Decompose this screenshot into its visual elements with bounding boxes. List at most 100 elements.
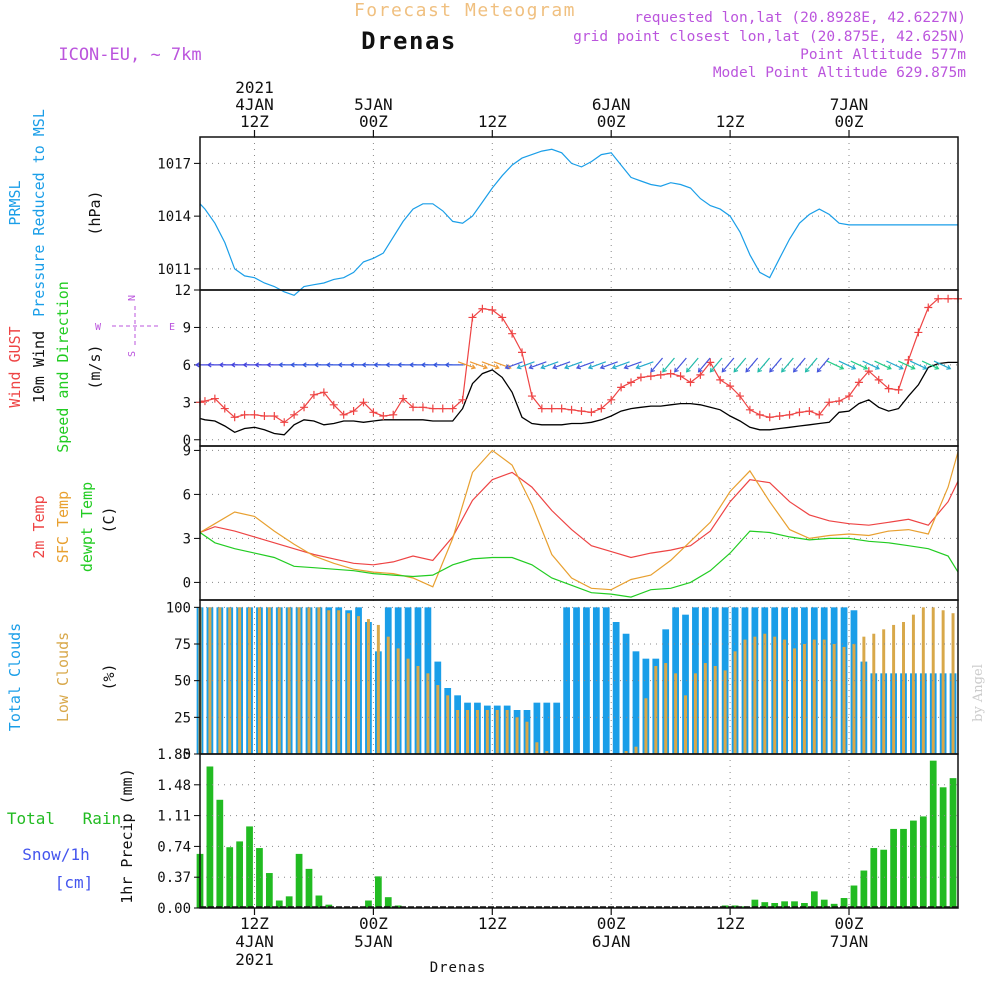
gust-marker [666, 369, 675, 378]
y-tick-label: 0 [183, 747, 191, 763]
compass-e: E [169, 322, 175, 333]
gust-marker [845, 392, 854, 401]
gust-marker [369, 408, 378, 417]
clouds-label-total: Total Clouds [6, 623, 24, 731]
wind-direction-arrow [757, 357, 771, 373]
rain-bar [394, 905, 402, 908]
wind-arrow-head [733, 367, 739, 373]
gust-marker [617, 383, 626, 392]
low-clouds-bar [802, 644, 806, 754]
gust-marker [448, 404, 457, 413]
wind-arrow-head [587, 364, 593, 370]
bottom-time-label: 12Z [716, 914, 745, 933]
top-time-label: 00Z [359, 112, 388, 131]
gust-marker [587, 408, 596, 417]
low-clouds-bar [654, 666, 658, 754]
wind-arrow-head [482, 364, 488, 370]
y-tick-label: 6 [183, 487, 191, 503]
low-clouds-bar [208, 607, 212, 754]
gust-marker [260, 412, 269, 421]
low-clouds-bar [664, 663, 668, 754]
rain-bar [236, 841, 244, 908]
compass-w: W [95, 322, 102, 333]
y-tick-label: 6 [183, 358, 191, 374]
y-tick-label: 9 [183, 320, 191, 336]
clouds-label-low: Low Clouds [54, 632, 72, 722]
wind-direction-arrow [838, 360, 856, 370]
gust-marker [726, 382, 735, 391]
rain-bar [860, 870, 868, 908]
gust-marker [775, 412, 784, 421]
gust-marker [230, 413, 239, 422]
wind-arrow-head [289, 362, 295, 368]
low-clouds-bar [634, 746, 638, 754]
wind-arrow-head [373, 362, 379, 368]
y-tick-label: 1.85 [157, 747, 191, 763]
rain-bar [900, 828, 907, 908]
gust-marker [656, 370, 665, 379]
gust-marker [835, 397, 844, 406]
low-clouds-bar [535, 742, 539, 754]
y-tick-label: 9 [183, 443, 191, 459]
gust-marker [874, 375, 883, 384]
gust-marker [319, 388, 328, 397]
gust-marker [537, 404, 546, 413]
y-tick-label: 25 [174, 710, 191, 726]
low-clouds-bar [911, 614, 915, 754]
y-tick-label: 50 [174, 674, 191, 690]
wind-arrow-head [575, 364, 582, 370]
wind-direction-arrow [733, 357, 747, 373]
gust-marker [864, 367, 873, 376]
wind-arrow-head [206, 362, 212, 368]
wind-direction-arrow [862, 360, 880, 370]
low-clouds-bar [426, 673, 430, 754]
rain-bar [285, 896, 293, 908]
y-tick-label: 0.37 [157, 870, 191, 886]
wind-direction-arrow [933, 360, 951, 370]
wind-arrow-head [254, 362, 260, 368]
bottom-time-label: 00Z [359, 914, 388, 933]
low-clouds-bar [624, 751, 628, 754]
wind-direction-arrow [624, 361, 642, 369]
low-clouds-bar [485, 710, 489, 754]
gust-marker [428, 404, 437, 413]
wind-label-speed-direction: Speed and Direction [54, 281, 72, 453]
station-title: Drenas [361, 27, 457, 55]
gust-marker [240, 410, 249, 419]
bottom-time-label: 00Z [835, 914, 864, 933]
wind-arrow-head [564, 364, 570, 370]
y-tick-label: 1.48 [157, 778, 191, 794]
wind-direction-arrow [745, 357, 759, 373]
low-clouds-bar [793, 648, 796, 754]
wind-arrow-head [444, 362, 450, 368]
wind-arrow-head [709, 367, 715, 373]
wind-direction-arrow [636, 361, 654, 369]
wind-arrow-head [528, 364, 534, 370]
y-tick-label: 100 [166, 600, 191, 616]
rain-bar [256, 848, 263, 908]
low-clouds-bar [753, 636, 757, 754]
low-clouds-bar [436, 685, 440, 754]
low-clouds-bar [406, 658, 410, 754]
wind-gust-line [199, 298, 958, 424]
gust-marker [716, 375, 725, 384]
compass-s: S [127, 351, 138, 357]
low-clouds-bar [931, 607, 935, 754]
gust-marker [607, 395, 616, 404]
gust-marker [518, 348, 527, 357]
gust-marker [280, 418, 289, 427]
wind-direction-arrow [898, 360, 915, 370]
low-clouds-bar [475, 710, 479, 754]
gust-marker [200, 397, 209, 406]
gust-marker [785, 410, 794, 419]
wind-direction-arrow [850, 360, 868, 370]
bottom-time-label: 12Z [240, 914, 269, 933]
wind-arrow-head [697, 367, 703, 373]
rain-bar [830, 903, 838, 908]
low-clouds-bar [951, 613, 955, 754]
wind-arrow-head [946, 364, 952, 370]
temp-label-2m: 2m Temp [30, 495, 48, 558]
rain-bar [384, 897, 392, 908]
low-clouds-bar [862, 636, 866, 754]
wind-direction-arrow [600, 361, 618, 369]
